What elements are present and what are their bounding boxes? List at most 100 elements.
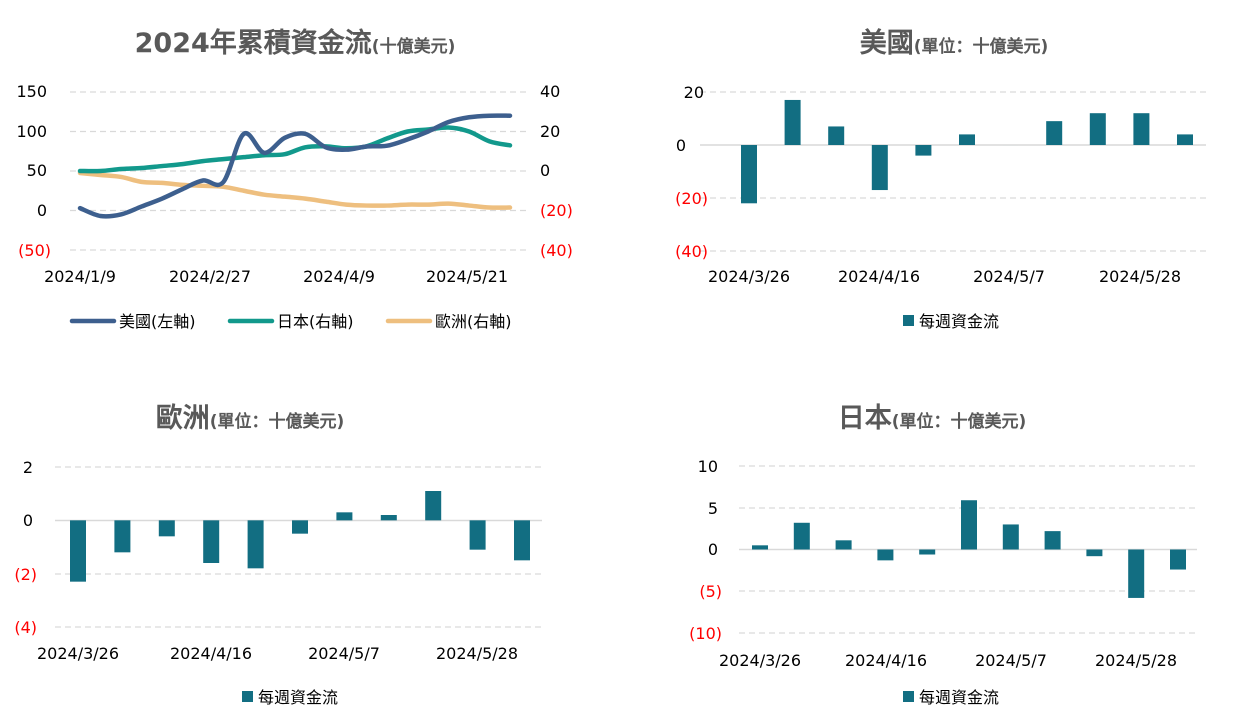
x-tick-label: 2024/3/26 (719, 651, 801, 670)
svg-text:日本(單位：十億美元): 日本(單位：十億美元) (838, 403, 1027, 434)
bar-2024/4/16 (871, 145, 888, 191)
series-lines (77, 113, 513, 219)
y-tick: (10) (689, 624, 722, 643)
bars (752, 500, 1186, 598)
y-left-tick: (50) (18, 241, 51, 260)
legend-swatch (903, 691, 914, 702)
x-tick-label: 2024/3/26 (37, 644, 119, 663)
x-tick-label: 2024/3/26 (708, 267, 790, 286)
bar-2024/6/4 (1177, 134, 1193, 145)
bar-2024/4/2 (784, 99, 801, 145)
bar-2024/6/4 (1170, 549, 1186, 570)
y-axis: 10 5 0 (5) (10) (689, 457, 722, 643)
bar-2024/4/23 (247, 520, 264, 569)
legend-label: 每週資金流 (258, 688, 338, 707)
x-axis: 2024/3/26 2024/4/16 2024/5/7 2024/5/28 (708, 267, 1181, 286)
bar-2024/4/30 (961, 500, 977, 550)
bar-2024/5/14 (1046, 121, 1063, 145)
y-tick: 20 (684, 83, 704, 102)
bar-2024/5/21 (1089, 113, 1106, 145)
eu-weekly-chart-panel: 歐洲(單位：十億美元) 2 0 (2) (4) 2024/3/26 2024/4… (0, 370, 600, 728)
bar-2024/5/14 (1044, 531, 1061, 550)
bar-2024/5/14 (380, 515, 397, 521)
x-tick-label: 2024/5/28 (436, 644, 518, 663)
y-right-tick: (40) (540, 241, 573, 260)
bars (70, 491, 530, 582)
x-tick-label: 2024/4/16 (170, 644, 252, 663)
x-tick-label: 2024/5/7 (308, 644, 380, 663)
x-axis: 2024/3/26 2024/4/16 2024/5/7 2024/5/28 (37, 644, 518, 663)
y-axis: 2 0 (2) (4) (14, 458, 37, 637)
legend-label: 每週資金流 (919, 312, 999, 331)
svg-text:歐洲(單位：十億美元): 歐洲(單位：十億美元) (156, 403, 345, 434)
x-tick-label: 2024/4/16 (845, 651, 927, 670)
bar-2024/4/2 (793, 522, 810, 550)
eu-weekly-chart: 歐洲(單位：十億美元) 2 0 (2) (4) 2024/3/26 2024/4… (14, 403, 542, 707)
legend: 每週資金流 (903, 688, 999, 707)
cumulative-chart: 2024年累積資金流(十億美元) 150 100 50 0 (50) 40 20… (16, 27, 573, 331)
y-tick: (2) (14, 565, 37, 584)
x-tick-label: 2024/4/16 (838, 267, 920, 286)
y-left-tick: 100 (16, 122, 47, 141)
cumulative-chart-panel: 2024年累積資金流(十億美元) 150 100 50 0 (50) 40 20… (0, 0, 600, 360)
jp-weekly-chart: 日本(單位：十億美元) 10 5 0 (5) (10) 2024/3/26 20… (689, 403, 1197, 707)
y-left-tick: 150 (16, 82, 47, 101)
chart-title: 2024年累積資金流 (135, 27, 372, 59)
line-eu (77, 170, 513, 210)
bar-2024/5/21 (425, 491, 442, 521)
y-axis: 20 0 (20) (40) (675, 83, 708, 261)
grid-lines (55, 466, 542, 628)
bar-2024/3/26 (70, 520, 86, 582)
bar-2024/5/7 (336, 512, 353, 521)
grid-lines (700, 91, 1206, 252)
x-tick-label: 2024/5/21 (426, 267, 508, 286)
chart-subtitle: (單位：十億美元) (892, 411, 1027, 432)
legend-label-us: 美國(左軸) (119, 312, 196, 331)
bar-2024/4/9 (828, 126, 845, 145)
x-tick-label: 2024/5/7 (973, 267, 1045, 286)
grid-lines (70, 91, 530, 251)
legend: 美國(左軸) 日本(右軸) 歐洲(右軸) (69, 312, 512, 331)
bar-2024/5/28 (1133, 113, 1150, 145)
y-right-tick: 0 (540, 161, 550, 180)
x-tick-label: 2024/5/28 (1095, 651, 1177, 670)
jp-weekly-chart-panel: 日本(單位：十億美元) 10 5 0 (5) (10) 2024/3/26 20… (624, 370, 1224, 728)
bar-2024/3/26 (741, 145, 757, 204)
chart-subtitle: (單位：十億美元) (914, 36, 1049, 57)
bar-2024/4/9 (835, 540, 852, 550)
y-tick: 0 (23, 511, 33, 530)
x-axis: 2024/3/26 2024/4/16 2024/5/7 2024/5/28 (719, 651, 1177, 670)
bar-2024/4/2 (114, 520, 131, 553)
x-tick-label: 2024/5/28 (1099, 267, 1181, 286)
bars (741, 99, 1193, 204)
svg-text:2024年累積資金流(十億美元): 2024年累積資金流(十億美元) (135, 27, 456, 59)
us-weekly-chart-panel: 美國(單位：十億美元) 20 0 (20) (40) 2024/3/26 202… (624, 0, 1224, 360)
legend: 每週資金流 (903, 312, 999, 331)
bar-2024/4/23 (915, 145, 932, 156)
y-tick: 10 (698, 457, 718, 476)
y-left-tick: 50 (27, 161, 47, 180)
svg-text:美國(單位：十億美元): 美國(單位：十億美元) (860, 27, 1049, 59)
legend-label-jp: 日本(右軸) (277, 312, 354, 331)
y-tick: 5 (708, 499, 718, 518)
y-left-tick: 0 (37, 201, 47, 220)
y-tick: (20) (675, 189, 708, 208)
x-tick-label: 2024/4/9 (303, 267, 375, 286)
y-tick: (40) (675, 242, 708, 261)
bar-2024/4/16 (203, 520, 220, 563)
y-tick: (4) (14, 618, 37, 637)
x-tick-label: 2024/2/27 (169, 267, 251, 286)
y-right-tick: 40 (540, 82, 560, 101)
bar-2024/4/30 (292, 520, 308, 534)
y-left-axis: 150 100 50 0 (50) (16, 82, 51, 260)
line-us (77, 113, 513, 219)
legend-label-eu: 歐洲(右軸) (435, 312, 512, 331)
bar-2024/6/4 (514, 520, 530, 561)
legend-swatch (903, 315, 914, 326)
legend-swatch (242, 691, 253, 702)
bar-2024/5/28 (1128, 549, 1145, 598)
y-tick: (5) (699, 582, 722, 601)
x-tick-label: 2024/5/7 (975, 651, 1047, 670)
legend-label: 每週資金流 (919, 688, 999, 707)
bar-2024/5/7 (1002, 524, 1019, 550)
